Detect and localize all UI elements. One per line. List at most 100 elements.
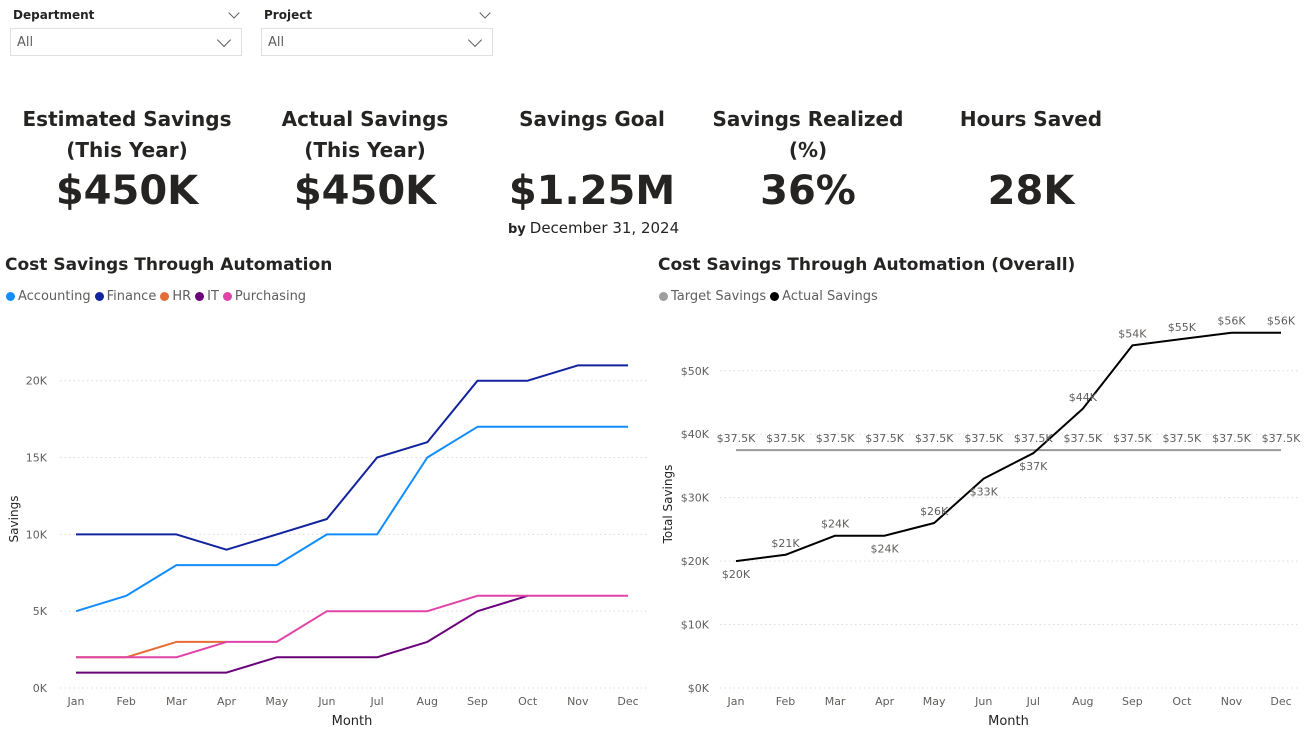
x-tick-label: Dec xyxy=(1270,695,1291,708)
kpi-goal-by: by xyxy=(508,222,526,237)
legend-label: IT xyxy=(207,289,219,304)
data-label: $33K xyxy=(970,486,999,499)
data-label: $37.5K xyxy=(717,432,756,445)
kpi-savings-realized: Savings Realized (%) 36% xyxy=(703,104,913,214)
x-tick-label: Aug xyxy=(417,695,438,708)
legend-label: HR xyxy=(172,289,192,304)
x-axis-title: Month xyxy=(988,714,1029,729)
legend-dot-icon xyxy=(160,292,170,301)
data-label: $37.5K xyxy=(1163,432,1202,445)
data-label: $26K xyxy=(920,505,949,518)
x-tick-label: Apr xyxy=(217,695,237,708)
kpi-label-line: Hours Saved xyxy=(959,107,1103,131)
data-label: $56K xyxy=(1267,315,1296,328)
chart-title-overall: Cost Savings Through Automation (Overall… xyxy=(658,255,1076,275)
kpi-value: $450K xyxy=(293,168,437,214)
legend-item-it[interactable]: IT xyxy=(195,289,219,304)
project-slicer-header[interactable]: Project xyxy=(261,6,493,24)
data-label: $44K xyxy=(1069,391,1098,404)
x-tick-label: Jun xyxy=(317,695,335,708)
legend-item-purchasing[interactable]: Purchasing xyxy=(222,289,306,304)
chevron-down-icon[interactable] xyxy=(216,32,232,48)
kpi-hours-saved: Hours Saved 28K xyxy=(926,104,1136,214)
data-label: $37.5K xyxy=(1212,432,1251,445)
legend-label: Accounting xyxy=(18,289,91,304)
kpi-actual-savings: Actual Savings (This Year) $450K xyxy=(260,104,470,214)
y-tick-label: $10K xyxy=(681,619,710,632)
x-tick-label: Nov xyxy=(567,695,589,708)
series-line-accounting xyxy=(75,425,628,613)
chevron-down-icon[interactable] xyxy=(228,7,240,19)
y-tick-label: 0K xyxy=(33,682,48,695)
department-savings-line-chart[interactable]: 0K 5K 10K 15K 20K Jan Feb Mar Apr May Jun Jul Aug Sep… xyxy=(0,310,650,730)
x-tick-label: Jan xyxy=(727,695,745,708)
x-tick-label: Mar xyxy=(825,695,846,708)
project-dropdown[interactable]: All xyxy=(261,28,493,56)
data-label: $37.5K xyxy=(1262,432,1301,445)
data-label: $37.5K xyxy=(964,432,1003,445)
x-tick-label: Jun xyxy=(974,695,992,708)
series-line-actual-savings xyxy=(735,331,1281,563)
legend-dot-icon xyxy=(659,292,668,301)
chevron-down-icon[interactable] xyxy=(467,32,483,48)
kpi-savings-goal: Savings Goal $1.25M xyxy=(487,104,697,214)
legend-dot-icon xyxy=(6,292,15,301)
department-slicer-header[interactable]: Department xyxy=(10,6,242,24)
x-axis-title: Month xyxy=(332,714,373,729)
project-slicer[interactable]: Project All xyxy=(261,6,493,56)
x-tick-label: Jan xyxy=(67,695,85,708)
legend-item-finance[interactable]: Finance xyxy=(94,289,157,304)
legend-department: Accounting Finance HR IT Purchasing xyxy=(6,289,306,304)
data-label: $37.5K xyxy=(766,432,805,445)
legend-item-accounting[interactable]: Accounting xyxy=(6,289,91,304)
x-tick-label: May xyxy=(265,695,288,708)
x-tick-label: Oct xyxy=(1172,695,1192,708)
x-tick-label: Mar xyxy=(166,695,187,708)
department-slicer[interactable]: Department All xyxy=(10,6,242,56)
x-tick-label: Jul xyxy=(369,695,383,708)
chevron-down-icon[interactable] xyxy=(479,7,491,19)
kpi-label-line: Savings Goal xyxy=(519,107,665,131)
kpi-estimated-savings: Estimated Savings (This Year) $450K xyxy=(22,104,232,214)
data-label: $55K xyxy=(1168,321,1197,334)
chart-title-department: Cost Savings Through Automation xyxy=(5,255,333,275)
legend-dot-icon xyxy=(195,292,205,301)
data-label: $24K xyxy=(871,543,900,556)
x-tick-label: Sep xyxy=(1122,695,1143,708)
legend-item-actual-savings[interactable]: Actual Savings xyxy=(770,289,878,304)
y-tick-label: $50K xyxy=(681,365,710,378)
series-line-finance xyxy=(76,364,628,551)
kpi-label-line: (%) xyxy=(788,138,828,162)
x-tick-label: Oct xyxy=(518,695,538,708)
x-tick-label: Dec xyxy=(617,695,638,708)
kpi-goal-date: December 31, 2024 xyxy=(529,219,680,237)
data-label: $37.5K xyxy=(1113,432,1152,445)
y-tick-label: 5K xyxy=(33,605,48,618)
overall-savings-line-chart[interactable]: $0K $10K $20K $30K $40K $50K Jan Feb Mar Apr May Ju… xyxy=(655,310,1305,730)
legend-item-hr[interactable]: HR xyxy=(160,289,191,304)
kpi-label-line: Savings Realized xyxy=(712,107,904,131)
legend-dot-icon xyxy=(94,292,104,301)
y-axis-title: Savings xyxy=(7,496,21,543)
x-tick-label: Jul xyxy=(1026,695,1040,708)
kpi-value: 28K xyxy=(987,168,1075,214)
data-label: $24K xyxy=(821,518,850,531)
data-label: $37.5K xyxy=(1014,432,1053,445)
project-dropdown-value: All xyxy=(268,34,285,50)
data-label: $20K xyxy=(722,568,751,581)
kpi-label-line: (This Year) xyxy=(304,138,426,162)
series-line-it xyxy=(76,594,528,674)
department-dropdown[interactable]: All xyxy=(10,28,242,56)
kpi-value: $450K xyxy=(55,168,199,214)
data-label: $56K xyxy=(1217,315,1246,328)
legend-item-target-savings[interactable]: Target Savings xyxy=(659,289,766,304)
legend-label: Target Savings xyxy=(671,289,767,304)
y-tick-label: $30K xyxy=(681,492,710,505)
y-tick-label: 15K xyxy=(26,452,48,465)
series-line-purchasing xyxy=(76,594,628,659)
kpi-label-line: Actual Savings xyxy=(281,107,449,131)
x-tick-label: Feb xyxy=(776,695,795,708)
data-label: $54K xyxy=(1118,327,1147,340)
legend-dot-icon xyxy=(770,292,780,301)
legend-label: Finance xyxy=(106,289,157,304)
